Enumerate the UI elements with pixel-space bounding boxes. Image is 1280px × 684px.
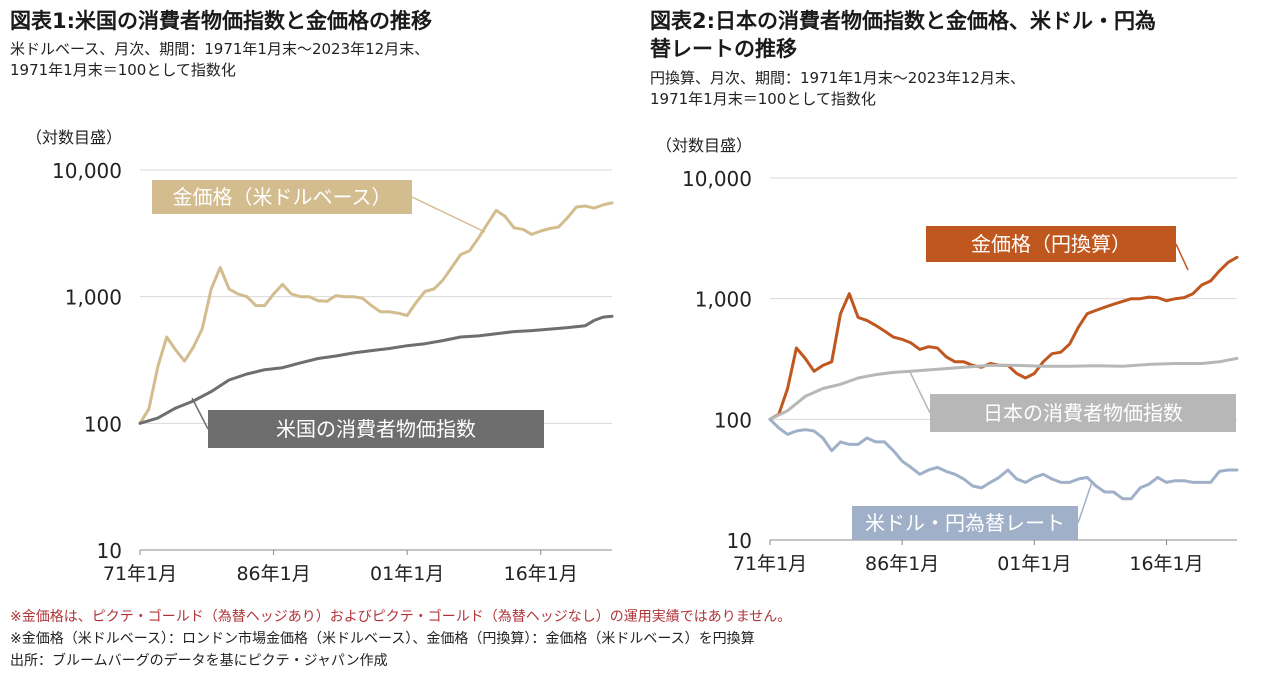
chart1-title: 図表1:米国の消費者物価指数と金価格の推移 bbox=[10, 9, 433, 33]
series-label-box bbox=[152, 180, 412, 214]
chart1-scale-note: （対数目盛） bbox=[26, 128, 123, 147]
y-tick-label: 10 bbox=[97, 539, 122, 563]
series-label-box bbox=[930, 394, 1236, 432]
series-label-text: 金価格（円換算） bbox=[971, 232, 1131, 256]
x-tick-label: 71年1月 bbox=[733, 553, 807, 575]
y-tick-label: 10,000 bbox=[682, 167, 752, 191]
label-leader-line bbox=[191, 397, 209, 430]
x-tick-label: 16年1月 bbox=[1129, 553, 1203, 575]
x-tick-label: 86年1月 bbox=[865, 553, 939, 575]
chart2-svg: 10 100 1,000 10,000 71年1月 86年1月 01年1月 16年1月 金価格（… bbox=[682, 167, 1239, 575]
footnote-source: 出所：ブルームバーグのデータを基にピクテ・ジャパン作成 bbox=[10, 653, 388, 669]
series-line-jp_cpi bbox=[768, 356, 1239, 421]
chart2-title-line2: 替レートの推移 bbox=[650, 37, 797, 61]
y-tick-label: 10 bbox=[727, 529, 752, 553]
series-label-text: 米国の消費者物価指数 bbox=[276, 417, 476, 441]
series-label-box bbox=[926, 226, 1176, 262]
label-leader-line bbox=[411, 196, 486, 233]
y-tick-label: 1,000 bbox=[65, 286, 122, 310]
series-line-us_cpi bbox=[138, 314, 614, 425]
x-tick-label: 01年1月 bbox=[370, 563, 444, 585]
chart2-subtitle-line1: 円換算、月次、期間：1971年1月末～2023年12月末、 bbox=[650, 69, 1025, 87]
chart1-svg: 10 100 1,000 10,000 71年1月 86年1月 01年1月 16年1月 金価格（… bbox=[52, 159, 614, 585]
label-leader-line bbox=[1077, 481, 1093, 524]
y-tick-label: 100 bbox=[714, 408, 752, 432]
x-tick-label: 01年1月 bbox=[997, 553, 1071, 575]
series-label-text: 米ドル・円為替レート bbox=[865, 511, 1065, 535]
x-tick-label: 71年1月 bbox=[103, 563, 177, 585]
chart2-subtitle-line2: 1971年1月末＝100として指数化 bbox=[650, 90, 876, 108]
y-tick-label: 10,000 bbox=[52, 159, 122, 183]
series-line-gold_usd bbox=[138, 201, 614, 425]
series-label-text: 日本の消費者物価指数 bbox=[983, 401, 1183, 425]
x-tick-label: 86年1月 bbox=[236, 563, 310, 585]
label-leader-line bbox=[909, 371, 931, 414]
chart2-scale-note: （対数目盛） bbox=[656, 136, 753, 155]
y-tick-label: 100 bbox=[84, 412, 122, 436]
series-label-text: 金価格（米ドルベース） bbox=[173, 185, 392, 209]
series-label-box bbox=[208, 410, 544, 448]
chart1-subtitle-line2: 1971年1月末＝100として指数化 bbox=[10, 61, 236, 79]
series-label-box bbox=[852, 506, 1078, 540]
chart-panel-2: 図表2:日本の消費者物価指数と金価格、米ドル・円為 替レートの推移 円換算、月次… bbox=[640, 0, 1280, 600]
chart2-title-line1: 図表2:日本の消費者物価指数と金価格、米ドル・円為 bbox=[650, 9, 1157, 33]
chart1-subtitle-line1: 米ドルベース、月次、期間：1971年1月末～2023年12月末、 bbox=[10, 40, 430, 58]
label-leader-line bbox=[1175, 243, 1189, 271]
footnote-definitions: ※金価格（米ドルベース）：ロンドン市場金価格（米ドルベース）、金価格（円換算）：… bbox=[10, 631, 755, 647]
x-tick-label: 16年1月 bbox=[504, 563, 578, 585]
footnote-disclaimer: ※金価格は、ピクテ・ゴールド（為替ヘッジあり）およびピクテ・ゴールド（為替ヘッジ… bbox=[10, 609, 792, 625]
series-line-usdjpy bbox=[768, 417, 1239, 501]
chart-panel-1: 図表1:米国の消費者物価指数と金価格の推移 米ドルベース、月次、期間：1971年… bbox=[0, 0, 640, 600]
y-tick-label: 1,000 bbox=[695, 288, 752, 312]
footnotes: ※金価格は、ピクテ・ゴールド（為替ヘッジあり）およびピクテ・ゴールド（為替ヘッジ… bbox=[10, 606, 791, 672]
